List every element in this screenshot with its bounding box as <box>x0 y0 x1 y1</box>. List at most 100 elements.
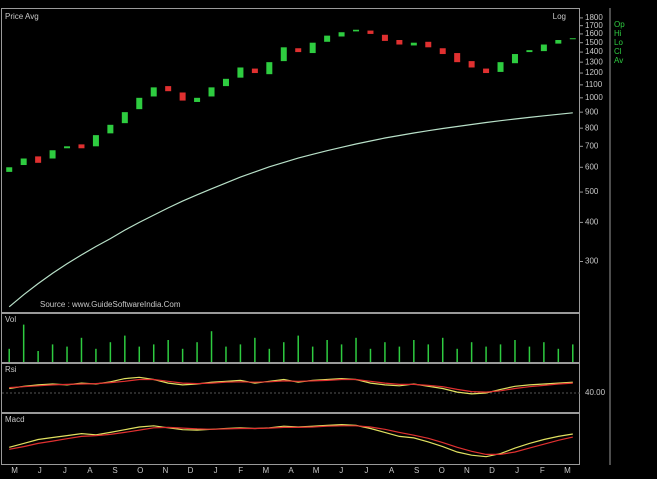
y-tick-label: 900 <box>585 107 599 116</box>
y-tick-label: 1700 <box>585 21 603 30</box>
candle <box>396 40 403 45</box>
x-tick-label: S <box>112 466 117 475</box>
macd-line <box>9 425 573 455</box>
candle <box>35 156 42 163</box>
candle <box>555 40 562 44</box>
candle <box>324 35 331 42</box>
info-label: Op <box>614 20 625 29</box>
candle <box>353 29 360 32</box>
candle <box>338 32 345 37</box>
x-tick-label: M <box>313 466 320 475</box>
average-line <box>8 112 573 308</box>
candle <box>295 48 302 53</box>
candle <box>526 50 533 53</box>
x-tick-label: J <box>63 466 67 475</box>
candle <box>410 42 417 46</box>
candle <box>20 158 27 166</box>
x-tick-label: J <box>339 466 343 475</box>
candle <box>251 68 258 74</box>
candle <box>6 167 13 172</box>
info-label: Lo <box>614 38 623 47</box>
x-tick-label: M <box>11 466 18 475</box>
candle <box>468 61 475 68</box>
candle <box>237 67 244 78</box>
y-tick-label: 400 <box>585 218 599 227</box>
info-label: Hi <box>614 29 622 38</box>
candle <box>165 86 172 92</box>
x-tick-label: M <box>263 466 270 475</box>
x-tick-label: A <box>288 466 294 475</box>
candle <box>425 41 432 48</box>
x-tick-label: S <box>414 466 419 475</box>
y-tick-label: 1100 <box>585 80 603 89</box>
y-tick-label: 1300 <box>585 57 603 66</box>
candle <box>49 150 56 159</box>
candle <box>497 62 504 72</box>
y-tick-label: 1800 <box>585 13 603 22</box>
rsi-tick-label: 40.00 <box>585 388 606 397</box>
y-tick-label: 800 <box>585 123 599 132</box>
volume-label: Vol <box>5 315 16 324</box>
candle <box>511 54 518 64</box>
x-tick-label: A <box>389 466 395 475</box>
y-tick-label: 500 <box>585 187 599 196</box>
info-label: Av <box>614 56 623 65</box>
candle <box>483 68 490 74</box>
candle <box>540 44 547 52</box>
candle <box>64 146 71 149</box>
candle <box>309 42 316 54</box>
price-panel <box>1 8 580 313</box>
macd-panel <box>1 413 580 465</box>
volume-panel <box>1 313 580 363</box>
candle <box>136 97 143 110</box>
x-tick-label: M <box>564 466 571 475</box>
x-tick-label: N <box>162 466 168 475</box>
y-tick-label: 1000 <box>585 93 603 102</box>
y-tick-label: 1200 <box>585 68 603 77</box>
candle <box>266 62 273 75</box>
rsi-label: Rsi <box>5 365 17 374</box>
candle <box>367 30 374 34</box>
x-tick-label: J <box>364 466 368 475</box>
y-tick-label: 1600 <box>585 29 603 38</box>
x-tick-label: N <box>464 466 470 475</box>
candle <box>381 34 388 41</box>
candle <box>78 144 85 149</box>
candle <box>222 78 229 87</box>
x-tick-label: J <box>38 466 42 475</box>
info-label: Cl <box>614 47 622 56</box>
candle <box>280 47 287 62</box>
candle <box>179 92 186 101</box>
candle <box>439 48 446 55</box>
x-tick-label: D <box>188 466 194 475</box>
x-tick-label: O <box>439 466 445 475</box>
x-tick-label: O <box>137 466 143 475</box>
candle <box>107 124 114 134</box>
candle <box>92 135 99 147</box>
candle <box>208 87 215 97</box>
candle <box>150 87 157 97</box>
chart-title: Price Avg <box>5 12 39 21</box>
x-tick-label: F <box>238 466 243 475</box>
y-tick-label: 1400 <box>585 47 603 56</box>
y-tick-label: 700 <box>585 141 599 150</box>
x-tick-label: D <box>489 466 495 475</box>
y-tick-label: 1500 <box>585 38 603 47</box>
source-note: Source : www.GuideSoftwareIndia.Com <box>40 300 181 309</box>
candle <box>454 53 461 63</box>
y-tick-label: 300 <box>585 257 599 266</box>
rsi-panel <box>1 363 580 413</box>
candle <box>121 112 128 124</box>
macd-label: Macd <box>5 415 25 424</box>
rsi-line <box>9 378 573 393</box>
y-tick-label: 600 <box>585 162 599 171</box>
macd-line <box>9 423 573 458</box>
candle <box>569 38 576 40</box>
x-tick-label: J <box>214 466 218 475</box>
log-label: Log <box>553 12 566 21</box>
x-tick-label: J <box>515 466 519 475</box>
x-tick-label: F <box>540 466 545 475</box>
candle <box>194 97 201 102</box>
